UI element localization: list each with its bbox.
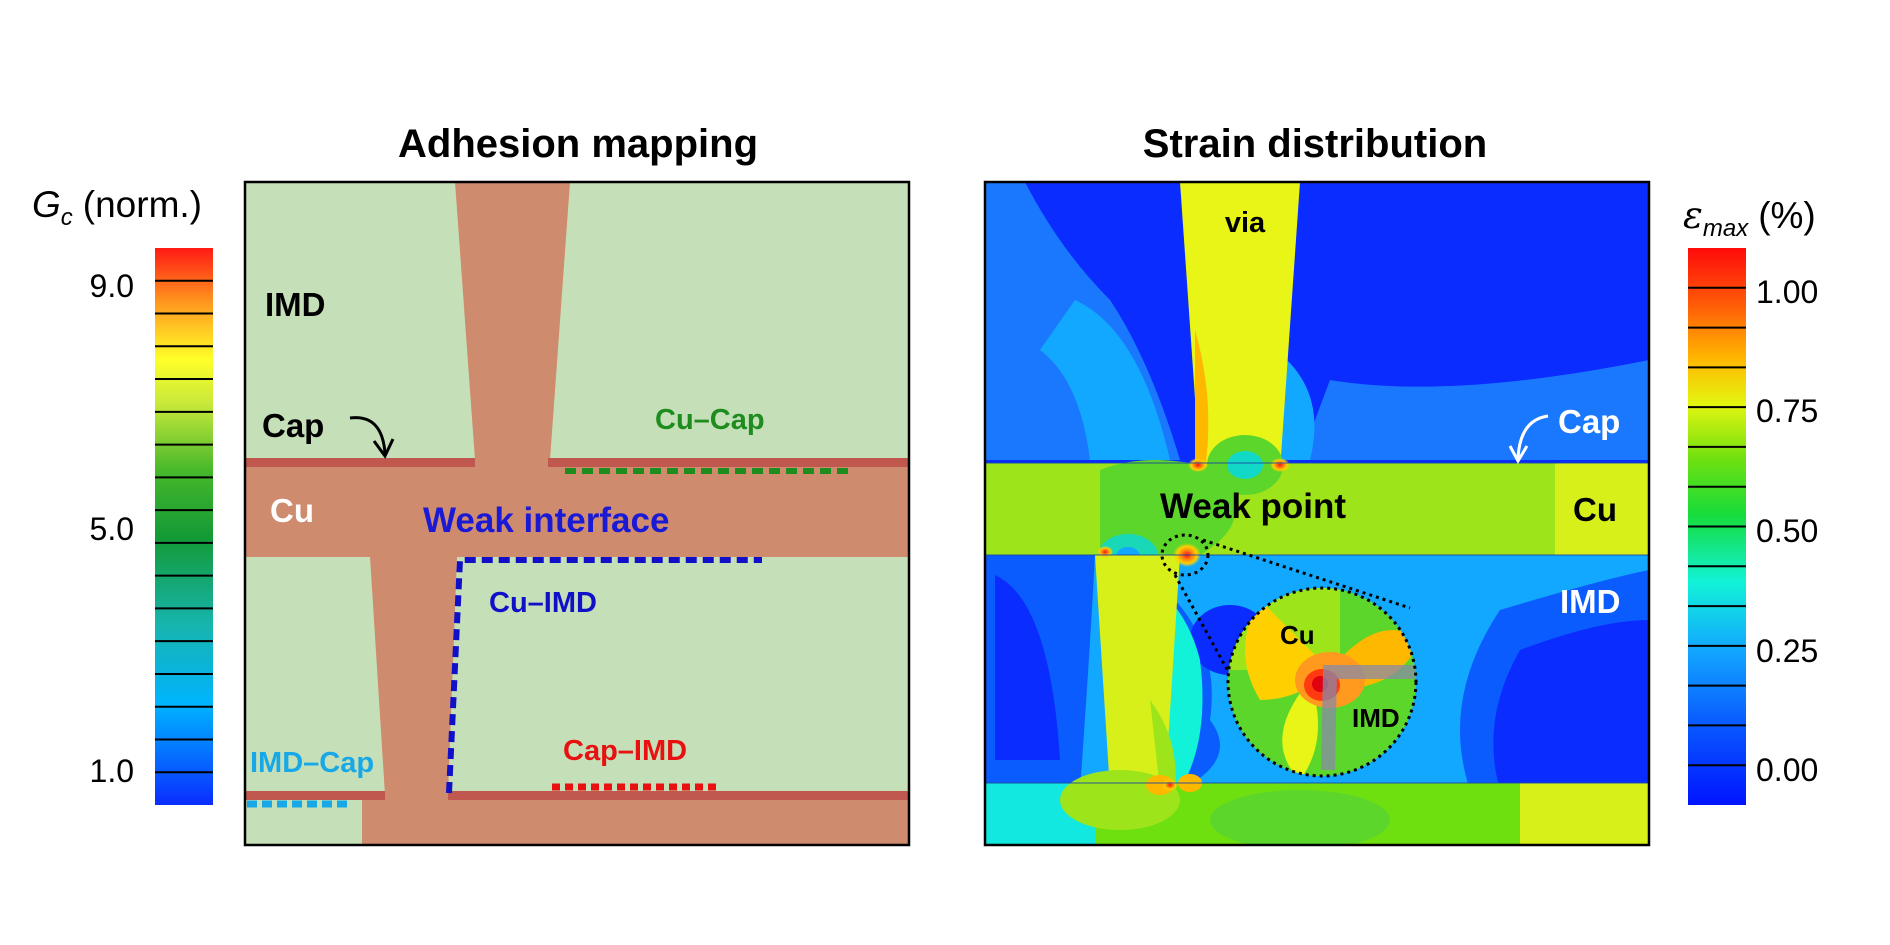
label-imd-right: IMD [1560, 583, 1621, 620]
cap-arrow-icon [349, 416, 387, 454]
adhesion-map-frame [243, 180, 911, 847]
eps-subscript: max [1703, 215, 1749, 242]
eps-tick-075: 0.75 [1756, 393, 1818, 429]
gc-colorbar [155, 248, 213, 805]
cu-imd-marker [446, 557, 762, 794]
adhesion-map [245, 182, 909, 845]
eps-tick-000: 0.00 [1756, 752, 1818, 788]
label-cu-imd: Cu–IMD [489, 587, 597, 619]
label-cap-imd: Cap–IMD [563, 735, 687, 767]
cu-line-lower [362, 795, 909, 845]
label-weak-point: Weak point [1160, 487, 1346, 526]
cap-line-left [245, 458, 475, 467]
label-inset-cu: Cu [1280, 620, 1315, 650]
weak-point-marker [1160, 533, 1210, 577]
label-via: via [1225, 207, 1266, 239]
label-imd-cap: IMD–Cap [250, 747, 374, 779]
cap-line-lower-right [448, 791, 909, 800]
inset-connector-top [1202, 538, 1411, 610]
cap-right-arrowhead-icon [1508, 445, 1529, 465]
label-cap: Cap [262, 407, 324, 444]
gc-subscript: c [61, 204, 73, 231]
gc-unit: (norm.) [83, 184, 202, 225]
gc-tick-5: 5.0 [90, 511, 134, 547]
label-cap-right: Cap [1558, 403, 1620, 440]
cap-line-right [548, 458, 909, 467]
strain-map [985, 182, 1649, 845]
eps-tick-050: 0.50 [1756, 513, 1818, 549]
zoom-inset [1228, 588, 1416, 776]
cu-line-upper [245, 460, 909, 557]
label-cu-right: Cu [1573, 491, 1617, 528]
via-lower [370, 557, 457, 795]
gc-tick-1: 1.0 [90, 753, 134, 789]
eps-unit: (%) [1758, 195, 1816, 236]
zoom-inset-outline [1226, 586, 1418, 778]
cap-line-lower-left [245, 791, 385, 800]
via-upper [455, 182, 570, 460]
label-inset-imd: IMD [1352, 703, 1400, 733]
label-cu-cap: Cu–Cap [655, 404, 765, 436]
eps-tick-100: 1.00 [1756, 274, 1818, 310]
cap-right-arrow-icon [1516, 414, 1549, 459]
eps-symbol: ε [1683, 194, 1703, 237]
gc-tick-9: 9.0 [90, 268, 134, 304]
adhesion-mapping-title: Adhesion mapping [398, 122, 758, 166]
gc-symbol: G [32, 184, 61, 225]
eps-colorbar-title: εmax (%) [1683, 194, 1816, 242]
label-cu: Cu [270, 492, 314, 529]
cap-arrowhead-icon [372, 438, 395, 459]
eps-tick-025: 0.25 [1756, 633, 1818, 669]
label-weak-interface: Weak interface [423, 501, 669, 540]
eps-colorbar [1688, 248, 1746, 805]
strain-distribution-title: Strain distribution [1143, 122, 1487, 166]
strain-map-frame [983, 180, 1651, 847]
label-imd: IMD [265, 286, 326, 323]
gc-colorbar-title: Gc (norm.) [32, 184, 202, 231]
